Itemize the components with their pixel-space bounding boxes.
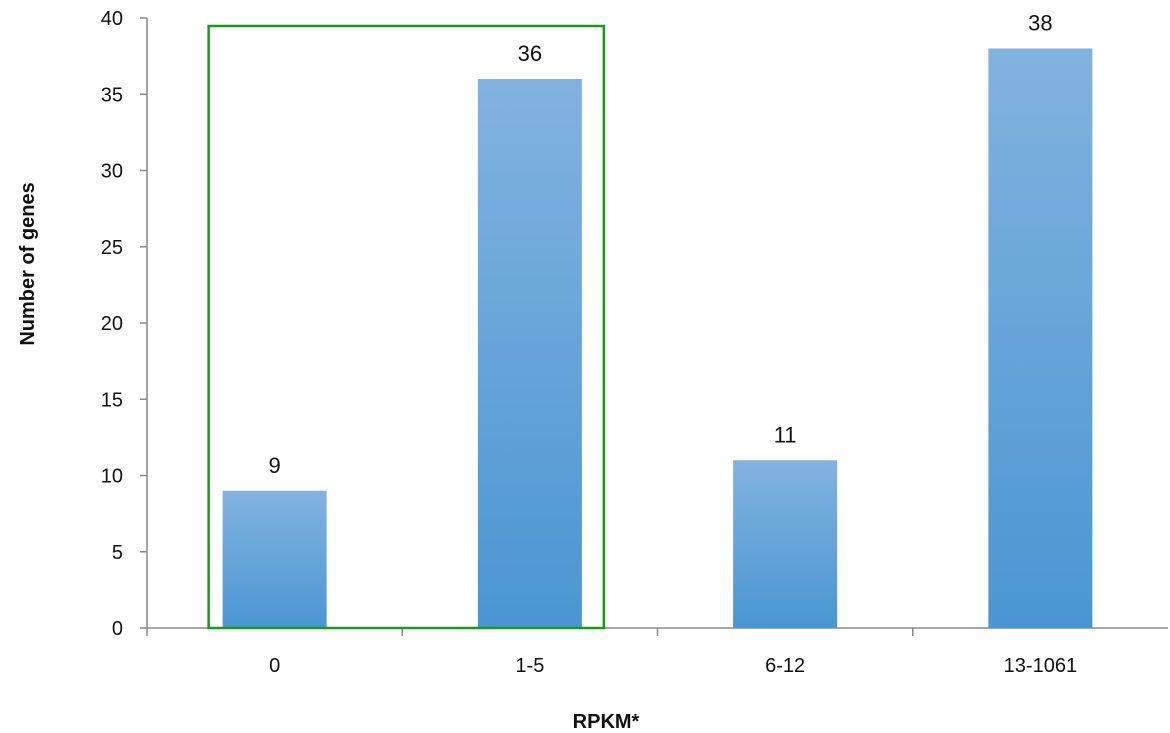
y-tick-label: 10	[101, 466, 123, 488]
y-tick-label: 0	[112, 618, 123, 640]
bar-13-1061	[988, 48, 1093, 628]
bar-1-5	[477, 79, 582, 628]
y-tick-label: 25	[101, 237, 123, 259]
highlight-box	[207, 24, 606, 630]
y-tick-label: 5	[112, 542, 123, 564]
x-tick-label: 0	[269, 655, 280, 677]
x-tick-label: 13-1061	[1004, 655, 1077, 677]
data-label: 9	[269, 453, 281, 478]
y-axis: 0 5 10 15 20 25 30 35 40	[101, 8, 148, 640]
y-tick-label: 35	[101, 84, 123, 106]
bar-6-12	[733, 460, 838, 628]
x-tick-label: 6-12	[765, 655, 805, 677]
bar-0	[222, 490, 327, 628]
data-label: 11	[774, 422, 797, 447]
y-axis-title: Number of genes	[17, 182, 39, 345]
bars	[222, 48, 1093, 628]
y-tick-label: 15	[101, 389, 123, 411]
x-axis: 0 1-5 6-12 13-1061	[146, 627, 1168, 677]
x-tick-label: 1-5	[515, 655, 544, 677]
y-tick-label: 20	[101, 313, 123, 335]
x-axis-title: RPKM*	[573, 711, 640, 733]
y-tick-label: 30	[101, 161, 123, 183]
data-labels: 9 36 11 38	[269, 11, 1053, 478]
y-tick-label: 40	[101, 8, 123, 30]
data-label: 36	[518, 41, 542, 66]
data-label: 38	[1028, 11, 1052, 36]
